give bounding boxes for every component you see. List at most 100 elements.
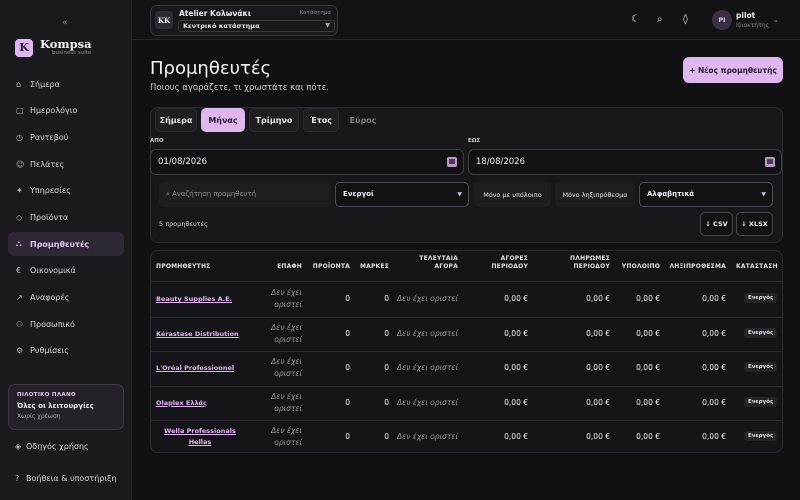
- gear-icon: ⚙: [16, 346, 24, 356]
- status-badge: Ενεργός: [744, 431, 778, 442]
- sidebar-item-label: Υπηρεσίες: [30, 186, 71, 196]
- status-badge: Ενεργός: [744, 362, 778, 373]
- new-supplier-button[interactable]: + Νέος προμηθευτής: [683, 57, 783, 83]
- status-badge: Ενεργός: [744, 396, 778, 407]
- guide-icon: ◈: [15, 442, 22, 451]
- export-csv-button[interactable]: ↓ CSV: [700, 212, 733, 236]
- sort-select[interactable]: Αλφαβητικά ▼: [639, 182, 773, 207]
- sidebar-item-services[interactable]: ✦ Υπηρεσίες: [8, 179, 124, 203]
- sidebar-item-settings[interactable]: ⚙ Ρυθμίσεις: [8, 339, 124, 363]
- only-balance-button[interactable]: Μόνο με υπόλοιπο: [474, 182, 551, 207]
- user-guide-link[interactable]: ◈ Οδηγός χρήσης: [15, 442, 89, 451]
- page-title: Προμηθευτές: [150, 58, 272, 79]
- sidebar-item-label: Πελάτες: [30, 159, 65, 169]
- tab-quarter[interactable]: Τρίμηνο: [249, 108, 299, 132]
- last-purchase-cell: Δεν έχει οριστεί: [397, 432, 458, 442]
- brands-cell: 0: [384, 397, 389, 407]
- help-icon: ?: [15, 474, 20, 483]
- tab-year[interactable]: Έτος: [303, 108, 339, 132]
- from-date-value: 01/08/2026: [158, 157, 207, 167]
- sidebar-item-today[interactable]: ⌂ Σήμερα: [8, 72, 124, 96]
- purchases-cell: 0,00 €: [504, 363, 528, 373]
- sidebar-item-clients[interactable]: ☺ Πελάτες: [8, 152, 124, 176]
- supplier-name-link[interactable]: Olaplex Ελλάς: [156, 398, 207, 407]
- sidebar-item-suppliers[interactable]: ⛬ Προμηθευτές: [8, 232, 124, 257]
- row-divider: [151, 316, 782, 318]
- user-name[interactable]: pilot: [736, 11, 756, 20]
- brand[interactable]: K Kompsa business suite: [15, 38, 92, 57]
- sidebar-nav: ⌂ Σήμερα ▢ Ημερολόγιο ◷ Ραντεβού ☺ Πελάτες ✦…: [8, 72, 124, 366]
- export-xlsx-button[interactable]: ↓ XLSX: [736, 212, 773, 236]
- last-purchase-cell: Δεν έχει οριστεί: [397, 397, 458, 407]
- header-overdue: ΛΗΞΙΠΡΟΘΕΣΜΑ: [669, 263, 726, 270]
- sidebar-item-appointments[interactable]: ◷ Ραντεβού: [8, 125, 124, 149]
- last-purchase-cell: Δεν έχει οριστεί: [397, 294, 458, 304]
- supplier-name-link[interactable]: Kérastase Distribution: [156, 329, 239, 338]
- sidebar-item-label: Οικονομικά: [30, 266, 76, 276]
- row-divider: [151, 281, 782, 282]
- from-date-label: ΑΠΟ: [150, 138, 164, 144]
- sidebar-item-reports[interactable]: ↗ Αναφορές: [8, 286, 124, 310]
- store-switcher[interactable]: KK Atelier Κολωνάκι Κατάστημα Κεντρικό κ…: [150, 5, 338, 36]
- sidebar-item-label: Ραντεβού: [30, 132, 69, 142]
- tab-range[interactable]: Εύρος: [349, 115, 377, 125]
- chevron-down-icon: ▼: [325, 22, 330, 29]
- theme-toggle-icon[interactable]: ☾: [631, 14, 640, 25]
- balance-cell: 0,00 €: [636, 294, 660, 304]
- brand-name: Kompsa: [40, 37, 92, 51]
- chevron-down-icon[interactable]: ⌄: [773, 16, 779, 24]
- sparkle-icon: ✦: [16, 186, 23, 196]
- supplier-name-link[interactable]: Wella Professionals Hellas: [164, 427, 236, 447]
- header-supplier: ΠΡΟΜΗΘΕΥΤΗΣ: [156, 263, 211, 270]
- header-period-purchases: ΑΓΟΡΕΣ ΠΕΡΙΟΔΟΥ: [491, 255, 528, 270]
- calendar-icon[interactable]: [765, 157, 775, 167]
- pilot-plan-card[interactable]: ΠΙΛΟΤΙΚΟ ΠΛΑΝΟ Όλες οι λειτουργίες Χωρίς…: [8, 384, 124, 430]
- sidebar-item-finance[interactable]: € Οικονομικά: [8, 259, 124, 283]
- last-purchase-cell: Δεν έχει οριστεί: [397, 328, 458, 338]
- contact-cell: Δεν έχει οριστεί: [271, 322, 302, 344]
- overdue-cell: 0,00 €: [702, 328, 726, 338]
- status-select[interactable]: Ενεργοί ▼: [335, 182, 469, 207]
- tab-today[interactable]: Σήμερα: [155, 108, 197, 132]
- avatar[interactable]: PI: [712, 10, 732, 30]
- help-support-link[interactable]: ? Βοήθεια & υποστήριξη: [15, 474, 117, 483]
- chevron-down-icon: ▼: [761, 191, 766, 198]
- contact-cell: Δεν έχει οριστεί: [271, 288, 302, 310]
- overdue-cell: 0,00 €: [702, 432, 726, 442]
- header-brands: ΜΑΡΚΕΣ: [359, 263, 389, 270]
- to-date-label: ΕΩΣ: [468, 138, 481, 144]
- overdue-cell: 0,00 €: [702, 363, 726, 373]
- balance-cell: 0,00 €: [636, 397, 660, 407]
- header-status: ΚΑΤΑΣΤΑΣΗ: [736, 263, 778, 270]
- only-overdue-button[interactable]: Μόνο ληξιπρόθεσμα: [555, 182, 635, 207]
- sidebar-item-staff[interactable]: ⚇ Προσωπικό: [8, 312, 124, 336]
- contact-cell: Δεν έχει οριστεί: [271, 357, 302, 379]
- tab-month[interactable]: Μήνας: [201, 108, 245, 132]
- calendar-icon[interactable]: [447, 157, 457, 167]
- brand-logo: K: [15, 38, 33, 57]
- notification-icon[interactable]: ◊: [683, 14, 688, 25]
- supplier-name-link[interactable]: L'Oréal Professionnel: [156, 364, 235, 373]
- trend-icon: ↗: [16, 293, 23, 302]
- overdue-cell: 0,00 €: [702, 294, 726, 304]
- sidebar-item-products[interactable]: ◇ Προϊόντα: [8, 205, 124, 229]
- balance-cell: 0,00 €: [636, 363, 660, 373]
- payments-cell: 0,00 €: [586, 294, 610, 304]
- to-date-field[interactable]: 18/08/2026: [468, 149, 782, 175]
- search-input[interactable]: ⌕ Αναζήτηση προμηθευτή: [159, 182, 331, 207]
- suppliers-icon: ⛬: [16, 239, 22, 249]
- brands-cell: 0: [384, 432, 389, 442]
- from-date-field[interactable]: 01/08/2026: [150, 149, 464, 175]
- payments-cell: 0,00 €: [586, 432, 610, 442]
- last-purchase-cell: Δεν έχει οριστεί: [397, 363, 458, 373]
- sidebar-item-calendar[interactable]: ▢ Ημερολόγιο: [8, 99, 124, 123]
- sidebar-item-label: Προμηθευτές: [30, 239, 90, 249]
- sidebar: « K Kompsa business suite ⌂ Σήμερα ▢ Ημερο…: [0, 0, 132, 500]
- brand-subtitle: business suite: [52, 50, 92, 56]
- collapse-sidebar-icon[interactable]: «: [62, 18, 68, 28]
- diamond-icon: ◇: [16, 212, 23, 222]
- supplier-name-link[interactable]: Beauty Supplies Α.Ε.: [156, 295, 233, 304]
- store-select[interactable]: Κεντρικό κατάστημα ▼: [178, 20, 335, 32]
- search-icon[interactable]: ⌕: [657, 14, 663, 25]
- purchases-cell: 0,00 €: [504, 397, 528, 407]
